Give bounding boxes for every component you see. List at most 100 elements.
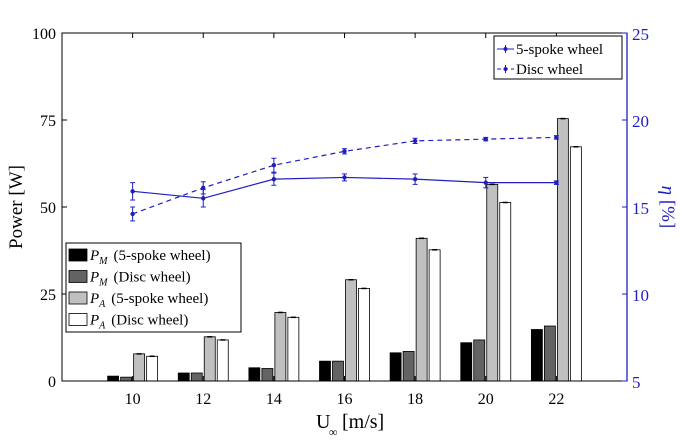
legend-subscript: M xyxy=(98,278,108,289)
y-tick-label: 100 xyxy=(32,26,56,43)
y-tick-label: 25 xyxy=(40,287,56,304)
y2-label-unit: [%] xyxy=(657,200,678,228)
bar-2-10 xyxy=(133,353,146,382)
legend-label: (5-spoke wheel) xyxy=(114,248,211,264)
legend-subscript: M xyxy=(98,256,108,267)
bar-1-22 xyxy=(543,325,556,382)
bar-3-22 xyxy=(569,146,582,382)
y-tick-label: 75 xyxy=(40,113,56,130)
lines-layer xyxy=(130,135,559,222)
bar-2-22 xyxy=(556,118,569,382)
bar-3-16 xyxy=(358,288,370,382)
line-point xyxy=(554,180,559,185)
bar-1-14 xyxy=(261,368,274,382)
bar-2-18 xyxy=(415,237,428,382)
legend-line-label: Disc wheel xyxy=(516,62,583,78)
legend-label: (5-spoke wheel) xyxy=(111,291,208,307)
legend-entry: PM (Disc wheel) xyxy=(89,270,191,289)
bar-1-10 xyxy=(120,376,133,382)
bar-3-14 xyxy=(287,316,300,382)
bar-2-20 xyxy=(486,183,499,382)
x-label-main: U xyxy=(316,411,331,433)
y2-tick-label: 5 xyxy=(632,373,641,392)
line-point xyxy=(342,149,347,154)
legend-symbol: P xyxy=(89,248,99,264)
x-tick-label: 22 xyxy=(548,391,564,408)
bar-0-22 xyxy=(530,329,543,382)
bar-3-10 xyxy=(146,355,159,382)
legend-line-label: 5-spoke wheel xyxy=(516,42,603,58)
bar-2-14 xyxy=(274,312,287,382)
x-axis-label: U ∞ [m/s] xyxy=(316,411,384,439)
legend-label: (Disc wheel) xyxy=(114,270,191,286)
x-label-unit: [m/s] xyxy=(342,411,384,433)
x-tick-label: 18 xyxy=(407,391,423,408)
legend-swatch xyxy=(68,270,88,283)
line-point xyxy=(201,185,206,191)
legend-marker xyxy=(503,47,508,51)
bars-layer xyxy=(107,117,582,382)
bar-1-20 xyxy=(473,339,486,382)
x-tick-label: 12 xyxy=(195,391,211,408)
y2-label-symbol: η xyxy=(657,186,678,195)
y2-axis-label: η [%] xyxy=(657,186,678,229)
line-point xyxy=(412,176,418,182)
legend-symbol: P xyxy=(89,291,99,307)
y2-tick-label: 15 xyxy=(632,199,649,218)
line-point xyxy=(201,196,206,201)
bar-0-14 xyxy=(248,367,261,382)
bar-2-16 xyxy=(345,279,357,382)
bar-legend-box xyxy=(65,242,242,333)
bar-2-12 xyxy=(203,336,216,382)
y2-tick-label: 10 xyxy=(632,286,649,305)
ticks-layer: 10 12 14 16 18 20 22 0 25 50 75 100 5 10 15 20 25 xyxy=(32,25,649,408)
bar-0-12 xyxy=(177,372,190,382)
bar-0-16 xyxy=(319,360,331,382)
x-tick-label: 14 xyxy=(266,391,282,408)
legend-marker xyxy=(503,67,508,71)
line-legend: 5-spoke wheel Disc wheel xyxy=(493,35,623,80)
legend-swatch xyxy=(68,291,88,305)
bar-3-12 xyxy=(216,339,229,382)
line-point xyxy=(483,180,488,185)
x-tick-label: 16 xyxy=(337,391,353,408)
legend-entry: PA (5-spoke wheel) xyxy=(89,291,208,310)
bar-0-20 xyxy=(460,342,473,382)
line-point xyxy=(271,176,277,182)
legend-entry: PA (Disc wheel) xyxy=(89,313,188,332)
line-point xyxy=(554,135,559,140)
bar-1-16 xyxy=(332,360,344,382)
bar-3-20 xyxy=(499,202,512,382)
bar-1-18 xyxy=(402,351,415,382)
legend-label: (Disc wheel) xyxy=(111,313,188,329)
line-point xyxy=(271,163,277,168)
legend-swatch xyxy=(68,313,88,326)
x-label-sub: ∞ xyxy=(329,425,338,439)
bar-1-12 xyxy=(190,372,203,382)
legend-symbol: P xyxy=(89,313,99,329)
y-tick-label: 0 xyxy=(48,374,56,391)
line-point xyxy=(342,175,347,180)
bar-0-18 xyxy=(389,352,402,382)
y2-tick-label: 20 xyxy=(632,112,649,131)
x-tick-label: 10 xyxy=(125,391,141,408)
legend-symbol: P xyxy=(89,270,99,286)
bar-0-10 xyxy=(107,375,120,382)
line-legend-box xyxy=(493,35,623,80)
bar-3-18 xyxy=(428,249,441,382)
line-point xyxy=(130,189,135,194)
legend-swatch xyxy=(68,248,88,262)
line-point xyxy=(483,136,488,142)
y-axis-label: Power [W] xyxy=(6,165,27,249)
legend-entry: PM (5-spoke wheel) xyxy=(89,248,211,267)
line-point xyxy=(412,138,418,144)
x-tick-label: 20 xyxy=(478,391,494,408)
bar-legend: PM (5-spoke wheel)PM (Disc wheel)PA (5-spok… xyxy=(65,242,242,333)
line-point xyxy=(130,211,135,217)
y2-tick-label: 25 xyxy=(632,25,649,44)
legend-subscript: A xyxy=(98,299,106,310)
y-tick-label: 50 xyxy=(40,200,56,217)
legend-subscript: A xyxy=(98,321,106,332)
